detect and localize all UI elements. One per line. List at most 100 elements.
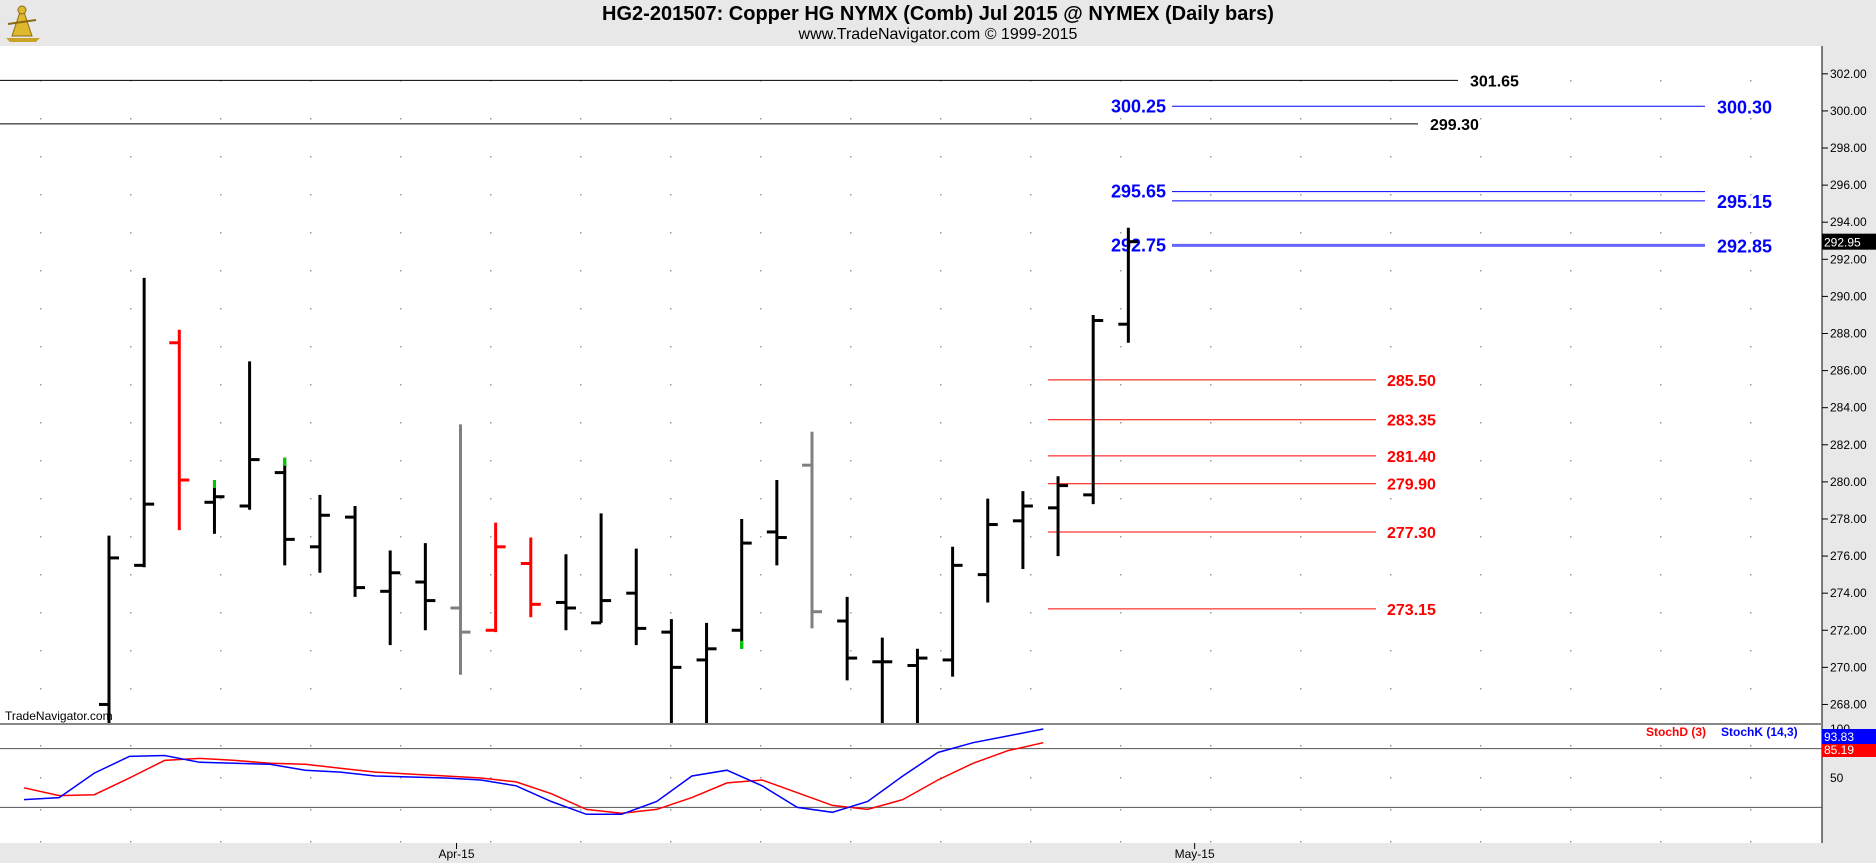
- grid-dot: [310, 745, 312, 747]
- grid-dot: [1030, 384, 1032, 386]
- level-label-295.65: 295.65: [1111, 182, 1166, 202]
- grid-dot: [1210, 650, 1212, 652]
- grid-dot: [400, 422, 402, 424]
- stoch-legend-d: StochD (3): [1646, 725, 1706, 739]
- grid-dot: [850, 384, 852, 386]
- grid-dot: [850, 536, 852, 538]
- ohlc-bars: [99, 227, 1139, 723]
- grid-dot: [1120, 688, 1122, 690]
- ohlc-bar: [591, 513, 612, 625]
- grid-dot: [1120, 232, 1122, 234]
- grid-dot: [1390, 156, 1392, 158]
- grid-dot: [1750, 460, 1752, 462]
- grid-dot: [1300, 346, 1302, 348]
- grid-dot: [1750, 745, 1752, 747]
- grid-dot: [220, 270, 222, 272]
- ohlc-bar: [555, 554, 576, 631]
- grid-dot: [1570, 422, 1572, 424]
- grid-dot: [1300, 688, 1302, 690]
- grid-dot: [1570, 80, 1572, 82]
- grid-dot: [580, 650, 582, 652]
- grid-dot: [1300, 745, 1302, 747]
- grid-dot: [1210, 308, 1212, 310]
- grid-dot: [490, 745, 492, 747]
- grid-dot: [1750, 422, 1752, 424]
- ohlc-bar: [1048, 476, 1069, 557]
- grid-dot: [670, 422, 672, 424]
- grid-dot: [1750, 688, 1752, 690]
- grid-dot: [1300, 118, 1302, 120]
- grid-dot: [1120, 650, 1122, 652]
- grid-dot: [580, 688, 582, 690]
- ohlc-bar: [204, 480, 225, 534]
- grid-dot: [580, 498, 582, 500]
- grid-dot: [1030, 688, 1032, 690]
- grid-dot: [1660, 118, 1662, 120]
- grid-dot: [1390, 194, 1392, 196]
- grid-dot: [40, 384, 42, 386]
- grid-dot: [490, 422, 492, 424]
- grid-dot: [310, 841, 312, 843]
- y-tick-label: 296.00: [1830, 178, 1867, 192]
- grid-dot: [1750, 536, 1752, 538]
- y-tick-label: 290.00: [1830, 289, 1867, 303]
- grid-dot: [400, 536, 402, 538]
- y-tick-label: 286.00: [1830, 364, 1867, 378]
- y-tick-label: 284.00: [1830, 401, 1867, 415]
- grid-dot: [580, 194, 582, 196]
- grid-dot: [1030, 460, 1032, 462]
- grid-dot: [1120, 777, 1122, 779]
- level-label-283.35: 283.35: [1387, 413, 1436, 430]
- grid-dot: [220, 841, 222, 843]
- grid-dot: [1390, 422, 1392, 424]
- grid-dot: [1750, 777, 1752, 779]
- grid-dot: [40, 650, 42, 652]
- grid-dot: [40, 270, 42, 272]
- grid-dot: [490, 118, 492, 120]
- grid-dot: [1480, 270, 1482, 272]
- grid-dot: [850, 498, 852, 500]
- grid-dot: [220, 308, 222, 310]
- grid-dot: [1480, 688, 1482, 690]
- grid-dot: [940, 688, 942, 690]
- grid-dot: [40, 156, 42, 158]
- grid-dot: [1480, 650, 1482, 652]
- grid-dot: [130, 612, 132, 614]
- grid-dot: [1750, 650, 1752, 652]
- grid-dot: [940, 422, 942, 424]
- ohlc-bar: [415, 543, 436, 631]
- last-price-box: [1822, 233, 1876, 250]
- grid-dot: [1660, 460, 1662, 462]
- grid-dot: [1120, 194, 1122, 196]
- grid-dot: [580, 536, 582, 538]
- grid-dot: [490, 809, 492, 811]
- grid-dot: [760, 308, 762, 310]
- grid-dot: [850, 422, 852, 424]
- grid-dot: [130, 194, 132, 196]
- grid-dot: [580, 745, 582, 747]
- grid-dot: [1210, 422, 1212, 424]
- grid-dot: [310, 650, 312, 652]
- grid-dot: [40, 194, 42, 196]
- time-axis-background: [0, 843, 1876, 863]
- grid-dot: [310, 384, 312, 386]
- axis-background: [1822, 46, 1876, 843]
- grid-dot: [760, 156, 762, 158]
- grid-dot: [850, 745, 852, 747]
- grid-dot: [1210, 574, 1212, 576]
- grid-dot: [490, 498, 492, 500]
- stoch-last-box: [1822, 742, 1876, 757]
- grid-dot: [1120, 498, 1122, 500]
- grid-dot: [490, 688, 492, 690]
- grid-dot: [310, 308, 312, 310]
- grid-dot: [400, 346, 402, 348]
- ohlc-bar: [942, 546, 963, 677]
- ohlc-bar: [239, 361, 260, 510]
- grid-dot: [400, 270, 402, 272]
- stoch-series-1: [23, 728, 1044, 816]
- grid-dot: [1300, 650, 1302, 652]
- grid-dot: [1030, 498, 1032, 500]
- grid-dot: [40, 118, 42, 120]
- grid-dot: [400, 498, 402, 500]
- grid-dot: [940, 118, 942, 120]
